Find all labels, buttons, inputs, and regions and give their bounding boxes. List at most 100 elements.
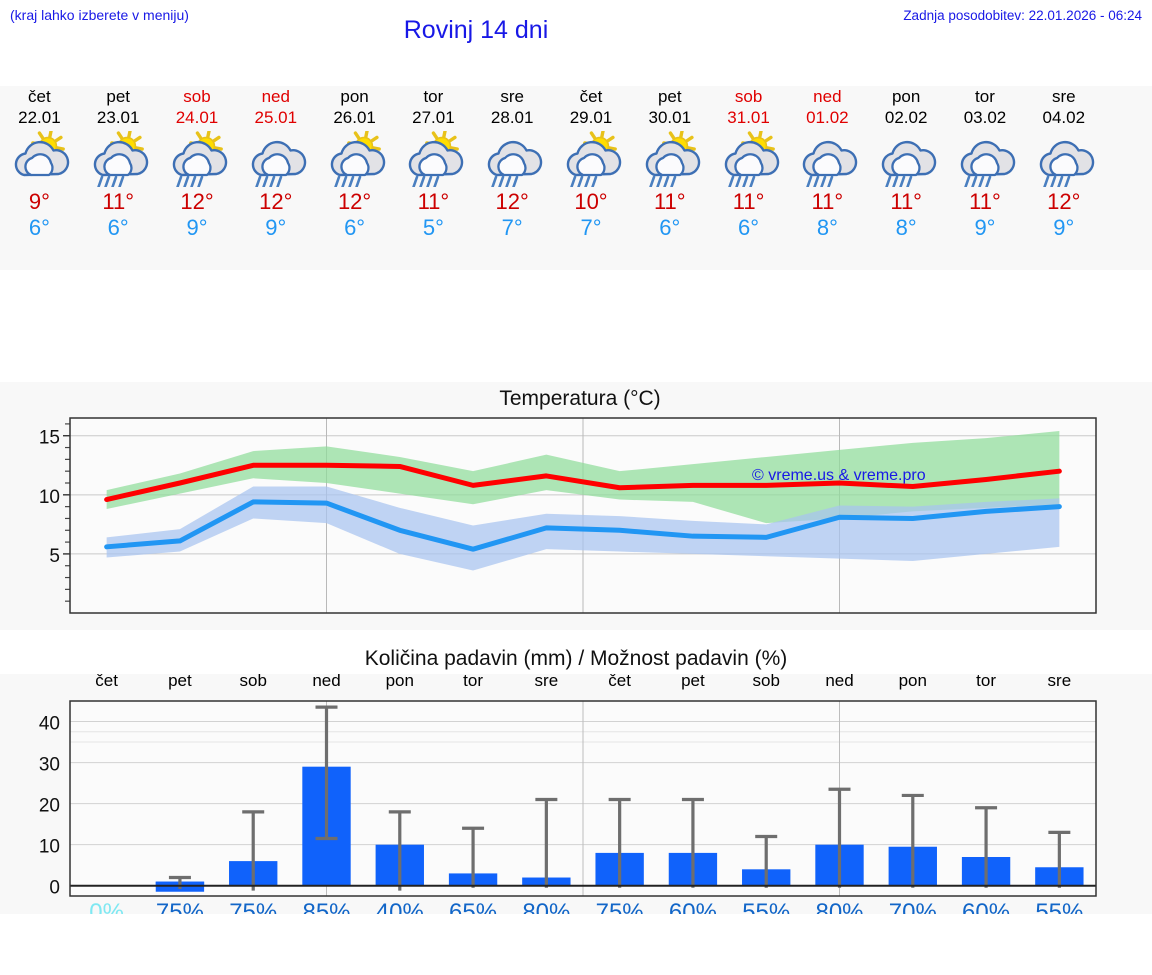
precip-error-bar — [388, 810, 411, 891]
day-date: 30.01 — [648, 108, 692, 127]
day-date: 23.01 — [96, 108, 140, 127]
sun-cloud-icon — [8, 131, 70, 187]
sun-cloud-rain-icon — [402, 131, 464, 187]
day-date: 31.01 — [727, 108, 770, 127]
precip-day-label: čet — [95, 674, 118, 690]
day-column[interactable]: sob 31.01 11° 6° — [709, 86, 788, 270]
day-column[interactable]: tor 03.02 11° 9° — [946, 86, 1025, 270]
precip-error-bar — [168, 875, 191, 890]
day-temp-min: 9° — [974, 215, 996, 240]
day-temp-max: 11° — [732, 189, 765, 214]
day-temp-max: 12° — [337, 189, 372, 214]
menu-hint-text: (kraj lahko izberete v meniju) — [10, 7, 189, 23]
day-temp-min: 9° — [186, 215, 208, 240]
day-name: čet — [28, 87, 51, 106]
precip-probability-label: 65% — [449, 899, 497, 914]
precip-day-label: sob — [753, 674, 780, 690]
day-column[interactable]: ned 01.02 11° 8° — [788, 86, 867, 270]
precip-probability-label: 85% — [302, 899, 350, 914]
cloud-rain-icon — [954, 131, 1016, 187]
copyright-annotation: © vreme.us & vreme.pro — [752, 467, 926, 484]
day-date: 22.01 — [18, 108, 61, 127]
day-temp-max: 10° — [574, 189, 608, 214]
precip-probability-label: 40% — [376, 899, 424, 914]
day-temp-min: 7° — [501, 215, 523, 240]
precip-probability-label: 75% — [156, 899, 204, 914]
day-column[interactable]: tor 27.01 11° 5° — [394, 86, 473, 270]
day-column[interactable]: čet 22.01 9° 6° — [0, 86, 79, 270]
day-date: 27.01 — [412, 108, 455, 127]
day-date: 04.02 — [1042, 108, 1086, 127]
sun-cloud-rain-icon — [560, 131, 622, 187]
precip-probability-label: 60% — [962, 899, 1010, 914]
precip-day-label: tor — [463, 674, 483, 690]
precip-probability-label: 0% — [89, 899, 124, 914]
temperature-chart-title: Temperatura (°C) — [499, 387, 661, 410]
day-name: pet — [106, 87, 131, 106]
day-temp-max: 11° — [102, 189, 135, 214]
precip-day-label: ned — [312, 674, 340, 690]
day-name: sre — [500, 87, 524, 106]
sun-cloud-rain-icon — [87, 131, 149, 187]
temp-y-tick-label: 15 — [39, 428, 60, 449]
day-temp-min: 6° — [107, 215, 129, 240]
day-temp-min: 6° — [659, 215, 681, 240]
precip-day-label: pon — [386, 674, 414, 690]
day-temp-max: 11° — [811, 189, 844, 214]
day-date: 26.01 — [333, 108, 376, 127]
day-temp-min: 6° — [738, 215, 760, 240]
precip-day-label: tor — [976, 674, 996, 690]
day-name: tor — [423, 87, 444, 106]
day-date: 03.02 — [963, 108, 1007, 127]
day-temp-min: 9° — [1053, 215, 1075, 240]
precip-error-bar — [681, 797, 704, 888]
precip-probability-label: 55% — [742, 899, 790, 914]
cloud-rain-icon — [245, 131, 307, 187]
precip-probability-label: 70% — [889, 899, 937, 914]
day-column[interactable]: ned 25.01 12° 9° — [236, 86, 315, 270]
precip-probability-label: 80% — [522, 899, 570, 914]
day-name: pon — [340, 87, 369, 106]
precip-y-tick-label: 20 — [39, 796, 60, 817]
day-date: 02.02 — [884, 108, 928, 127]
day-column[interactable]: sob 24.01 12° 9° — [158, 86, 237, 270]
day-temp-min: 6° — [344, 215, 366, 240]
day-column[interactable]: pet 30.01 11° 6° — [630, 86, 709, 270]
day-column[interactable]: čet 29.01 10° 7° — [552, 86, 631, 270]
day-temp-max: 9° — [28, 189, 50, 214]
precip-y-tick-label: 30 — [39, 755, 60, 776]
precip-error-bar — [1048, 830, 1071, 888]
day-temp-max: 12° — [180, 189, 214, 214]
day-date: 24.01 — [175, 108, 219, 127]
day-date: 25.01 — [254, 108, 298, 127]
day-column[interactable]: pon 02.02 11° 8° — [867, 86, 946, 270]
precip-error-bar — [608, 797, 631, 888]
cloud-rain-icon — [481, 131, 543, 187]
sun-cloud-rain-icon — [324, 131, 386, 187]
day-column[interactable]: sre 28.01 12° 7° — [473, 86, 552, 270]
day-name: pet — [657, 87, 682, 106]
day-name: čet — [579, 87, 603, 106]
precip-day-label: pet — [168, 674, 192, 690]
day-temp-max: 12° — [495, 189, 529, 214]
day-name: ned — [261, 87, 290, 106]
precip-probability-label: 60% — [669, 899, 717, 914]
precip-y-tick-label: 10 — [39, 837, 60, 858]
day-column[interactable]: sre 04.02 12° 9° — [1024, 86, 1103, 270]
precip-error-bar — [242, 810, 265, 891]
precip-error-bar — [535, 797, 558, 888]
day-temp-max: 12° — [1047, 189, 1081, 214]
precip-probability-label: 75% — [229, 899, 277, 914]
day-column[interactable]: pet 23.01 11° 6° — [79, 86, 158, 270]
precip-y-tick-label: 40 — [39, 714, 60, 735]
precip-probability-label: 55% — [1035, 899, 1083, 914]
day-name: ned — [813, 87, 842, 106]
day-column[interactable]: pon 26.01 12° 6° — [315, 86, 394, 270]
day-temp-max: 11° — [890, 189, 922, 214]
day-name: pon — [891, 87, 921, 106]
sun-cloud-rain-icon — [718, 131, 780, 187]
sun-cloud-rain-icon — [639, 131, 701, 187]
day-temp-min: 5° — [422, 215, 444, 240]
day-name: sre — [1051, 87, 1076, 106]
precip-error-bar — [315, 705, 338, 841]
